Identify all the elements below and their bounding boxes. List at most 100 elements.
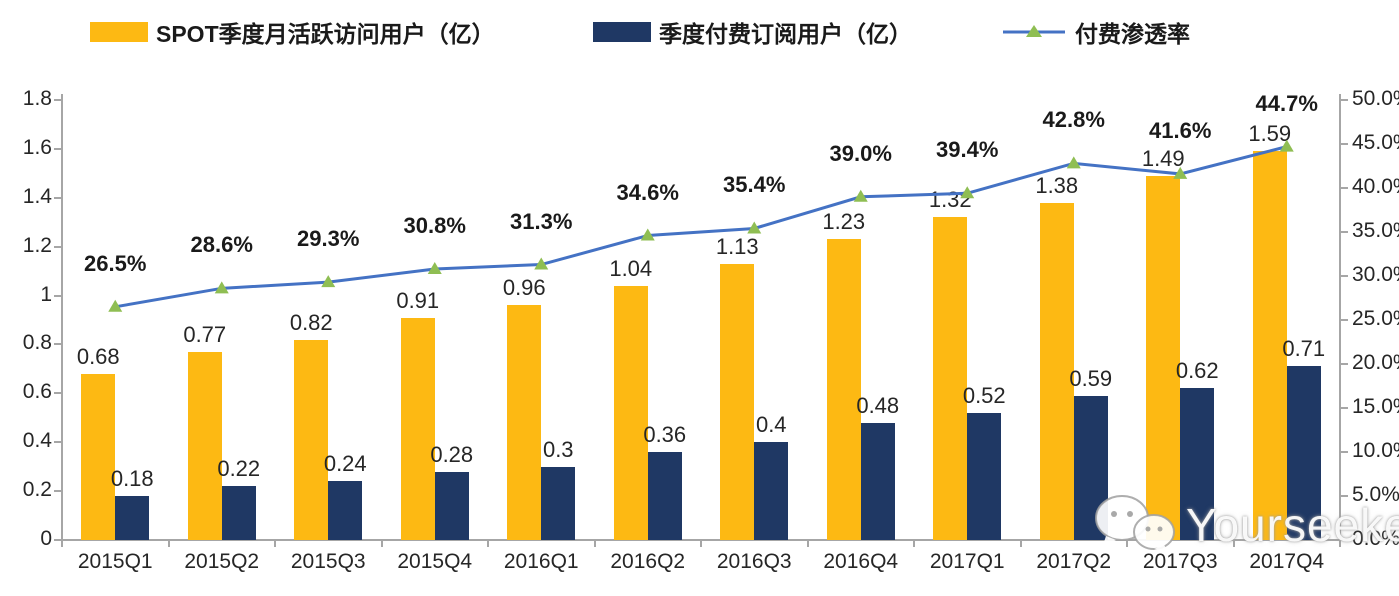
bar-label-mau: 1.32 [928,187,972,213]
x-axis-tick [806,540,809,547]
y-axis-left-tick [54,147,62,150]
x-axis-tick [274,540,276,547]
y-axis-right-tick [1340,99,1348,101]
y-axis-left-tick-label: 1.8 [22,87,52,110]
bar-mau [826,239,861,540]
x-axis-category-label: 2015Q2 [184,550,260,573]
mau-legend-label: SPOT季度月活跃访问用户（亿） [156,21,495,47]
subs-legend-swatch [593,22,651,42]
y-axis-left-tick-label: 1.2 [22,233,52,257]
legend-item-subs: 季度付费订阅用户（亿） [593,16,912,48]
y-axis-left-tick-label: 0 [40,527,52,550]
x-axis-category-label: 2017Q3 [1142,550,1218,573]
x-axis-category-label: 2016Q1 [503,550,579,573]
penetration-marker-icon [321,275,336,288]
y-axis-right-tick-label: 45.0% [1352,131,1399,154]
penetration-marker-icon [1066,156,1081,169]
penetration-value-label: 35.4% [723,172,786,198]
bar-mau [933,217,968,540]
x-axis-tick [380,540,383,547]
x-axis-tick [487,540,489,547]
x-axis-category-label: 2015Q1 [77,550,153,573]
bar-subs [1286,366,1321,540]
y-axis-right-tick-label: 30.0% [1352,263,1399,286]
penetration-value-label: 39.0% [829,140,892,166]
penetration-value-label: 29.3% [297,226,360,252]
legend-item-penetration: 付费渗透率 [1003,16,1190,48]
y-axis-left-tick [54,245,62,248]
bar-subs [221,486,256,540]
penetration-value-label: 26.5% [84,250,147,276]
bar-subs [115,496,150,540]
bar-subs [1180,388,1215,540]
x-axis-tick [593,540,596,547]
y-axis-right-tick [1340,231,1348,233]
x-axis-category-label: 2017Q4 [1249,550,1325,573]
y-axis-right-tick-label: 25.0% [1352,307,1399,330]
bar-label-mau: 1.04 [609,255,653,281]
bar-label-subs: 0.18 [110,466,154,491]
y-axis-left-tick [54,99,62,101]
y-axis-right-tick [1340,451,1348,453]
x-axis-category-label: 2016Q2 [610,550,686,573]
bar-label-mau: 1.38 [1035,172,1079,198]
x-axis-category-label: 2016Q4 [823,550,899,573]
y-axis-right-tick-label: 10.0% [1352,439,1399,462]
bar-mau [720,263,755,540]
y-axis-left [61,94,63,540]
penetration-value-label: 39.4% [936,137,999,163]
y-axis-right-tick-label: 35.0% [1352,219,1399,242]
y-axis-right-tick-label: 5.0% [1352,483,1399,506]
bar-label-subs: 0.3 [542,436,574,462]
x-axis-tick [913,540,915,547]
mau-legend-swatch [90,22,148,42]
y-axis-right [1339,94,1341,540]
bar-label-mau: 1.49 [1141,145,1185,171]
bar-subs [967,412,1002,540]
bar-subs [754,442,789,540]
y-axis-right-tick [1340,143,1348,145]
y-axis-left-tick-label: 1 [40,282,52,306]
bar-label-subs: 0.24 [323,451,367,477]
penetration-value-label: 31.3% [510,208,573,234]
bar-subs [860,422,895,540]
penetration-value-label: 41.6% [1149,117,1212,143]
bar-mau [187,351,222,540]
bar-label-mau: 0.68 [76,343,120,369]
legend-item-mau: SPOT季度月活跃访问用户（亿） [90,16,495,48]
y-axis-left-tick-label: 0.6 [22,380,52,404]
bar-label-mau: 1.23 [822,209,866,235]
penetration-value-label: 42.8% [1042,107,1105,133]
bar-label-mau: 0.96 [502,275,546,301]
x-axis-category-label: 2017Q1 [929,550,1005,573]
y-axis-right-tick-label: 40.0% [1352,175,1399,198]
penetration-legend-label: 付费渗透率 [1075,21,1190,47]
penetration-marker-icon [534,257,549,270]
x-axis-tick [61,540,63,547]
bar-label-subs: 0.28 [430,441,474,467]
y-axis-left-tick-label: 0.8 [22,331,52,355]
y-axis-left-tick [54,196,62,199]
y-axis-left-tick [54,539,62,541]
bar-label-subs: 0.71 [1282,336,1326,362]
x-axis-category-label: 2016Q3 [716,550,792,573]
penetration-value-label: 44.7% [1255,90,1318,116]
x-axis-tick [167,540,170,547]
bar-label-mau: 0.77 [183,321,227,347]
y-axis-right-tick-label: 0.0% [1352,527,1399,550]
bar-mau [613,285,648,540]
x-axis-tick [1339,540,1341,547]
bar-mau [507,305,542,540]
penetration-value-label: 28.6% [190,232,253,258]
bar-mau [81,373,116,540]
penetration-marker-icon [853,189,868,202]
bar-label-subs: 0.52 [962,382,1006,408]
y-axis-left-tick [54,343,62,346]
bar-label-subs: 0.48 [856,392,900,418]
bar-subs [1073,395,1108,540]
bar-mau [400,317,435,540]
y-axis-left-tick [54,294,62,297]
y-axis-right-tick [1340,407,1348,409]
bar-subs [647,452,682,540]
